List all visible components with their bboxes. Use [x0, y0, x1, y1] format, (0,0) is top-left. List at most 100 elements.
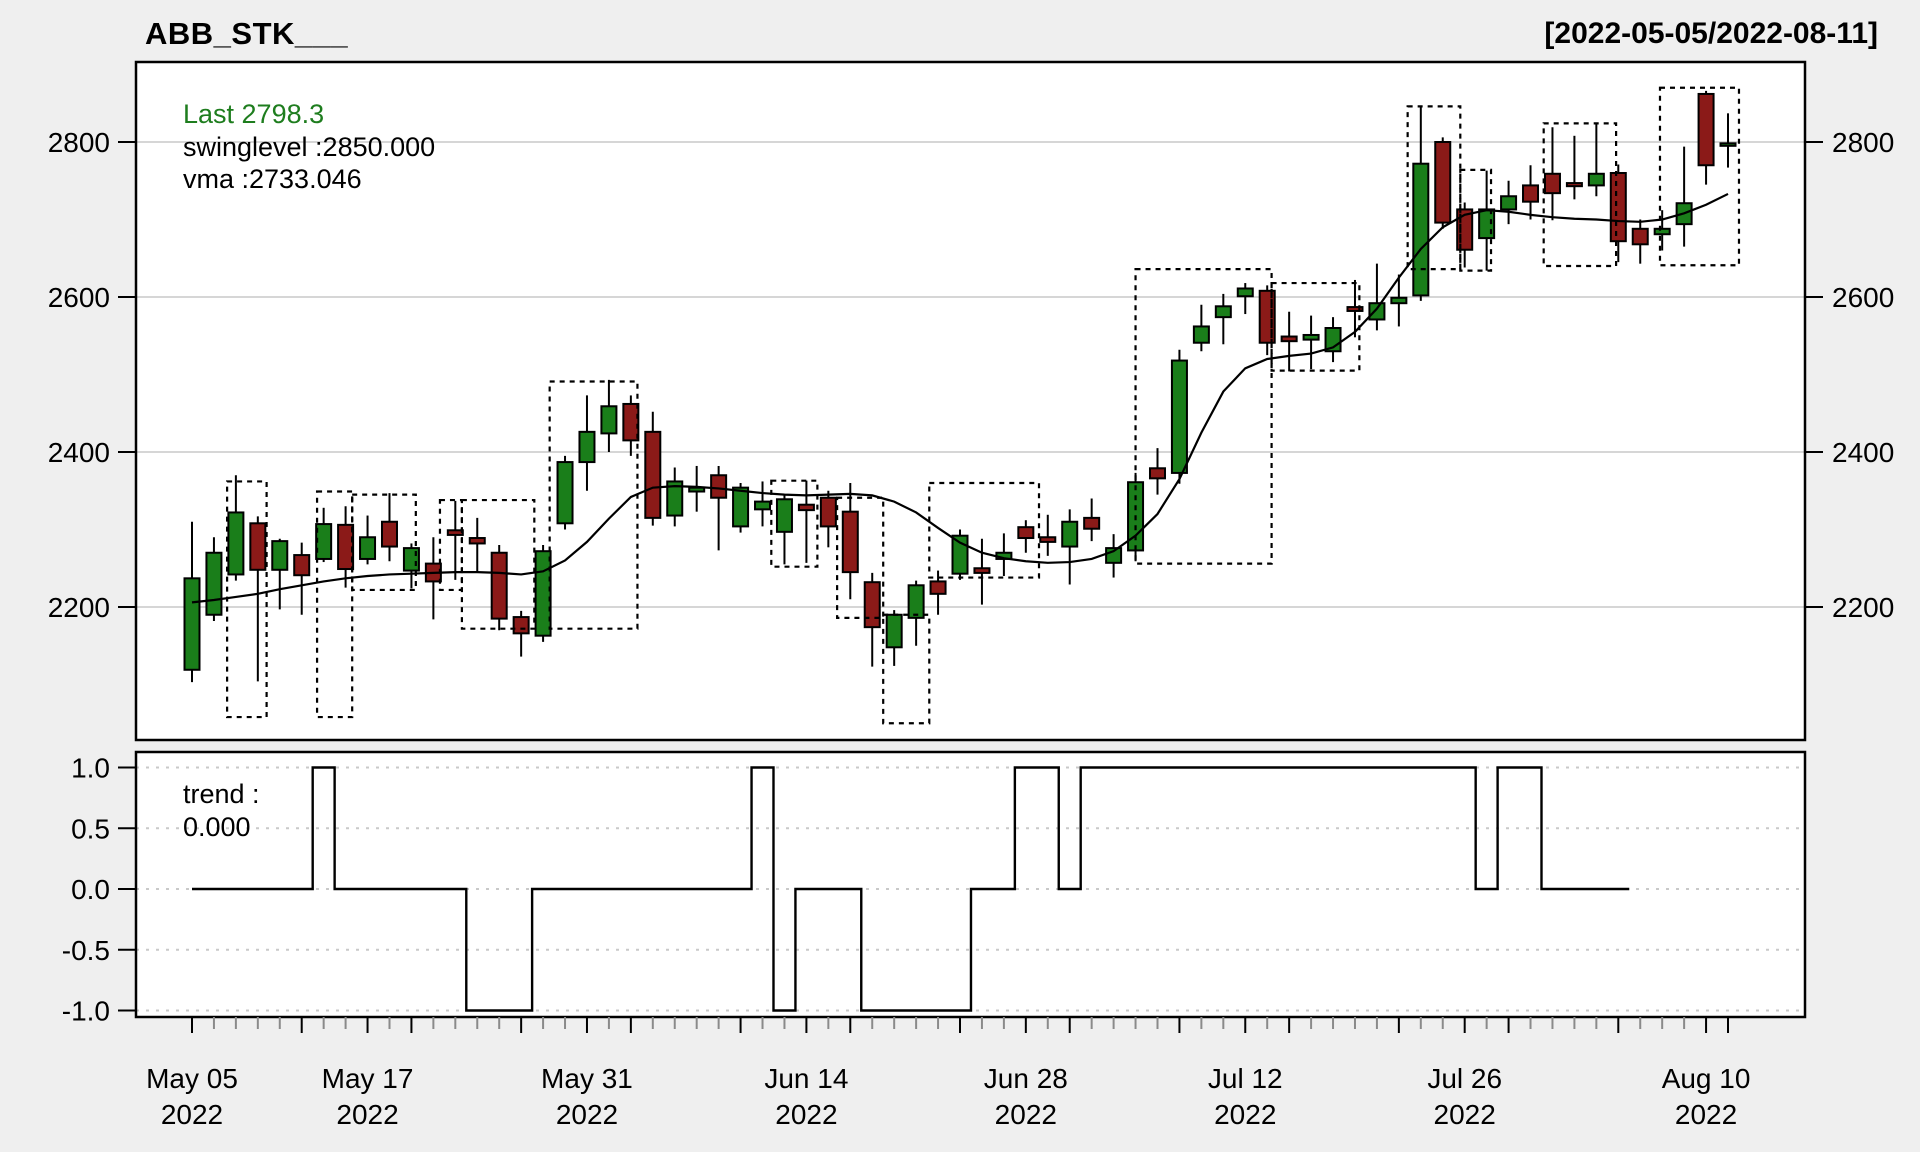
swing-box — [226, 480, 268, 719]
candle-body — [754, 500, 772, 511]
swing-box — [1658, 86, 1741, 267]
swing-box — [1134, 268, 1273, 565]
candle-body — [205, 551, 223, 616]
candle-body — [644, 430, 662, 519]
trend-line — [192, 766, 1630, 1012]
trend-legend: trend : 0.000 — [183, 778, 260, 844]
swing-box — [548, 380, 639, 630]
candle-body — [1061, 520, 1079, 548]
y-axis-label-left: 2400 — [48, 437, 110, 468]
candle-body — [797, 503, 815, 512]
candle-body — [1214, 305, 1232, 319]
swing-box — [928, 481, 1041, 579]
candle-body — [1280, 335, 1298, 343]
vma-line — [191, 192, 1729, 604]
candle-body — [1565, 182, 1583, 188]
x-axis-label-year: 2022 — [161, 1099, 223, 1130]
x-axis-label-date: May 31 — [541, 1063, 633, 1094]
y-axis-label-left: 2200 — [48, 592, 110, 623]
trend-axis-label: -0.5 — [62, 935, 110, 966]
y-axis-label-right: 2600 — [1832, 282, 1894, 313]
swing-box — [1542, 122, 1618, 268]
date-range-label: [2022-05-05/2022-08-11] — [1544, 17, 1878, 50]
candle-body — [1170, 359, 1188, 474]
candle-body — [1346, 306, 1364, 312]
candle-body — [907, 584, 925, 619]
trend-axis-label: 0.5 — [71, 813, 110, 844]
swing-box — [1270, 281, 1361, 372]
chart-legend: Last 2798.3 swinglevel :2850.000 vma :27… — [183, 98, 435, 196]
candle-body — [1192, 325, 1210, 344]
swing-box — [1459, 168, 1493, 272]
x-axis-label-date: Aug 10 — [1662, 1063, 1751, 1094]
candle-body — [271, 540, 289, 571]
candle-body — [227, 511, 245, 576]
y-axis-label-right: 2200 — [1832, 592, 1894, 623]
x-axis-label-year: 2022 — [1214, 1099, 1276, 1130]
candle-body — [1719, 142, 1737, 147]
swing-box — [882, 613, 931, 725]
candle-body — [973, 567, 991, 574]
swing-box — [351, 493, 417, 592]
chart-title: ABB_STK___ — [145, 16, 349, 51]
candle-body — [534, 550, 552, 637]
candle-body — [1412, 162, 1430, 297]
candle-body — [1390, 296, 1408, 305]
candle-body — [1017, 526, 1035, 540]
candle-body — [1522, 184, 1540, 203]
candle-body — [1653, 227, 1671, 236]
candle-body — [819, 496, 837, 528]
candle-body — [666, 480, 684, 517]
swing-box — [438, 498, 463, 592]
candle-body — [512, 616, 530, 635]
x-axis-label-date: Jul 26 — [1427, 1063, 1502, 1094]
candle-body — [732, 486, 750, 528]
candle-body — [315, 523, 333, 560]
y-axis-label-right: 2800 — [1832, 127, 1894, 158]
candle-body — [446, 529, 464, 536]
trend-panel-border — [134, 750, 1807, 1019]
candle-body — [1368, 302, 1386, 321]
trend-legend-value: 0.000 — [183, 812, 251, 842]
swing-box — [836, 496, 885, 619]
candle-body — [1434, 141, 1452, 224]
candle-body — [468, 537, 486, 545]
trend-axis-label: 1.0 — [71, 753, 110, 784]
legend-vma: vma :2733.046 — [183, 164, 362, 194]
x-axis-label-date: Jun 14 — [764, 1063, 848, 1094]
x-axis-label-date: May 17 — [322, 1063, 414, 1094]
trend-axis-label: 0.0 — [71, 874, 110, 905]
candle-body — [556, 461, 574, 525]
candle-body — [183, 577, 201, 671]
x-axis-label-year: 2022 — [556, 1099, 618, 1130]
swing-box — [770, 479, 819, 568]
candle-body — [863, 581, 881, 629]
x-axis-label-date: Jul 12 — [1208, 1063, 1283, 1094]
candle-body — [578, 430, 596, 464]
candle-body — [490, 551, 508, 620]
main-panel-border — [134, 60, 1807, 742]
x-axis-label-date: Jun 28 — [984, 1063, 1068, 1094]
candle-body — [1609, 172, 1627, 243]
candle-body — [249, 522, 267, 571]
candle-body — [841, 510, 859, 574]
candle-body — [1302, 333, 1320, 341]
candle-body — [710, 474, 728, 499]
legend-last-value: Last 2798.3 — [183, 99, 325, 129]
candle-body — [1631, 227, 1649, 246]
legend-swinglevel: swinglevel :2850.000 — [183, 131, 436, 162]
y-axis-label-left: 2800 — [48, 127, 110, 158]
x-axis-label-year: 2022 — [995, 1099, 1057, 1130]
candle-body — [929, 580, 947, 595]
x-axis-label-year: 2022 — [1434, 1099, 1496, 1130]
candle-body — [1500, 195, 1518, 211]
trend-axis-label: -1.0 — [62, 996, 110, 1027]
candle-body — [359, 536, 377, 560]
candle-body — [1148, 467, 1166, 480]
candle-body — [600, 405, 618, 435]
candle-body — [885, 613, 903, 649]
y-axis-label-left: 2600 — [48, 282, 110, 313]
candle-body — [1543, 172, 1561, 195]
